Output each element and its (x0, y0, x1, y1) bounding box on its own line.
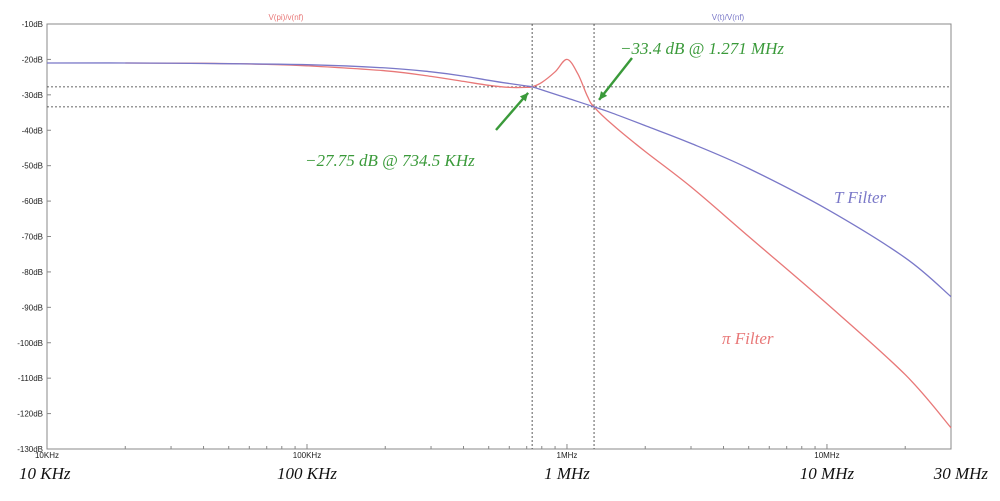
series-name-pi: π Filter (722, 329, 774, 348)
y-tick-label: -70dB (22, 233, 43, 242)
annotation-arrow (495, 92, 530, 131)
series-line-pi (125, 58, 952, 429)
y-tick-label: -30dB (22, 91, 43, 100)
y-tick-label: -40dB (22, 126, 43, 135)
x-axis-freq-label: 1 MHz (544, 464, 590, 483)
annotation-arrowhead (519, 92, 529, 102)
annotation-text: −33.4 dB @ 1.271 MHz (620, 39, 784, 58)
x-axis-freq-label: 10 MHz (800, 464, 855, 483)
x-axis-freq-label: 30 MHz (933, 464, 989, 483)
x-tick-label: 10MHz (814, 451, 839, 460)
trace-label-t: V(t)/V(nf) (712, 13, 745, 22)
x-axis-freq-label: 10 KHz (19, 464, 71, 483)
cursors (47, 24, 951, 449)
y-tick-label: -110dB (18, 374, 43, 383)
y-tick-label: -120dB (17, 410, 43, 419)
series-name-t: T Filter (834, 188, 886, 207)
y-tick-label: -100dB (17, 339, 43, 348)
annotation-arrow (598, 57, 633, 101)
y-tick-label: -50dB (22, 162, 43, 171)
x-tick-label: 100KHz (293, 451, 321, 460)
y-tick-label: -80dB (22, 268, 43, 277)
y-tick-label: -20dB (22, 55, 43, 64)
annotation-arrowhead (599, 91, 608, 100)
y-tick-label: -60dB (22, 197, 43, 206)
trace-label-pi: V(pi)/v(nf) (268, 13, 303, 22)
x-tick-label: 10KHz (35, 451, 59, 460)
series-line-t (46, 62, 952, 298)
axes: -10dB -20dB -30dB -40dB -50dB -60dB -70dB -80dB… (17, 20, 988, 483)
series-lines (46, 58, 952, 429)
y-tick-label: -10dB (22, 20, 43, 29)
x-axis-freq-label: 100 KHz (277, 464, 337, 483)
plot-frame (46, 23, 952, 450)
y-tick-label: -90dB (22, 303, 43, 312)
annotation-text: −27.75 dB @ 734.5 KHz (305, 151, 475, 170)
x-tick-label: 1MHz (557, 451, 578, 460)
y-tick-label: -130dB (17, 445, 43, 454)
labels: V(pi)/v(nf) V(t)/V(nf) π Filter T Filter −33… (268, 13, 886, 348)
